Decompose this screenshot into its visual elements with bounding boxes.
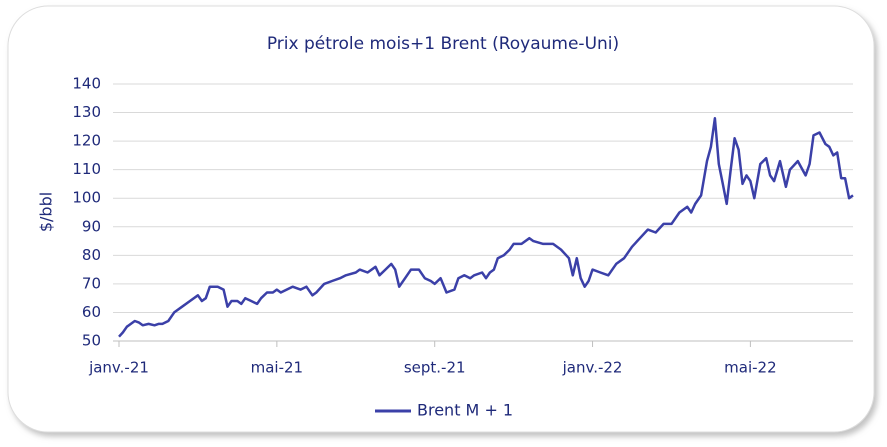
y-tick-label: 100 <box>72 189 101 207</box>
series-line <box>118 117 854 338</box>
y-tick-label: 110 <box>72 160 101 178</box>
x-tick-label: janv.-22 <box>562 359 623 377</box>
y-axis-label: $/bbl <box>37 192 56 232</box>
y-tick-label: 130 <box>72 103 101 121</box>
chart-title: Prix pétrole mois+1 Brent (Royaume-Uni) <box>267 34 619 54</box>
y-tick-label: 80 <box>82 246 101 264</box>
x-tick-label: janv.-21 <box>88 359 149 377</box>
y-tick-label: 140 <box>72 75 101 93</box>
y-tick-label: 70 <box>82 274 101 292</box>
y-tick-label: 90 <box>82 217 101 235</box>
x-tick-label: mai-21 <box>251 359 303 377</box>
legend-label: Brent M + 1 <box>417 401 513 420</box>
y-tick-label: 120 <box>72 132 101 150</box>
x-tick-label: sept.-21 <box>404 359 466 377</box>
x-tick-label: mai-22 <box>724 359 776 377</box>
y-tick-label: 50 <box>82 332 101 350</box>
y-tick-label: 60 <box>82 303 101 321</box>
